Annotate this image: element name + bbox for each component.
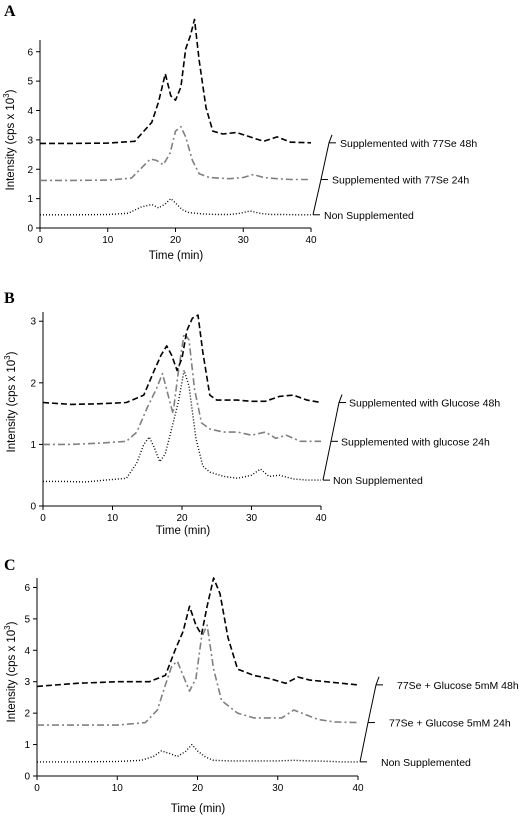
x-axis-title-b: Time (min) <box>156 525 211 537</box>
legend-label-a-0: Non Supplemented <box>324 210 414 222</box>
plot-area-b: 0 10 20 30 40 0 1 2 3 Non Supplemented Supplemente… <box>30 312 500 524</box>
legend-label-c-1: 77Se + Glucose 5mM 24h <box>389 718 511 730</box>
x-tick-label-b: 20 <box>176 513 188 524</box>
x-tick-label-a: 0 <box>37 235 43 246</box>
y-axis-title-text-c: Intensity (cps x 10 <box>6 630 18 723</box>
y-axis-title-text-a: Intensity (cps x 10 <box>5 98 17 191</box>
panel-b: B 0 10 20 30 40 0 1 2 3 Non Supplemented Supplemen… <box>3 290 500 537</box>
y-tick-label-c: 2 <box>24 709 30 720</box>
panel-letter-b: B <box>4 290 15 307</box>
x-tick-label-b: 10 <box>107 513 119 524</box>
series-line-c-0 <box>37 743 358 763</box>
panel-letter-c: C <box>4 557 16 574</box>
plot-area-a: 0 10 20 30 40 0 1 2 3 4 5 6 Non Supplemented Suppleme… <box>27 18 477 246</box>
y-tick-label-b: 3 <box>30 317 36 328</box>
panel-letter-a: A <box>4 3 16 20</box>
legend-label-b-0: Non Supplemented <box>333 475 423 487</box>
series-line-c-1 <box>37 624 359 726</box>
y-axis-title-close-b: ) <box>6 351 18 355</box>
y-tick-label-a: 1 <box>27 194 33 205</box>
x-tick-label-a: 40 <box>305 235 317 246</box>
y-axis-title-sup-a: 3 <box>2 93 11 98</box>
legend-label-b-1: Supplemented with glucose 24h <box>341 436 490 448</box>
y-tick-label-a: 4 <box>27 106 33 117</box>
series-line-a-0 <box>40 197 311 216</box>
y-tick-label-a: 2 <box>27 165 33 176</box>
y-axis-title-close-a: ) <box>5 89 17 93</box>
y-axis-title-close-c: ) <box>6 621 18 625</box>
x-tick-label-c: 20 <box>192 783 204 794</box>
series-line-b-1 <box>43 332 321 446</box>
y-tick-label-c: 0 <box>24 772 30 783</box>
x-tick-label-c: 0 <box>34 783 40 794</box>
x-tick-label-c: 30 <box>272 783 284 794</box>
x-axis-title-a: Time (min) <box>149 250 204 262</box>
legend-label-b-2: Supplemented with Glucose 48h <box>349 398 500 410</box>
y-tick-label-c: 6 <box>24 583 30 594</box>
y-tick-label-c: 4 <box>24 646 30 657</box>
series-line-b-0 <box>43 369 321 483</box>
y-axis-title-c: Intensity (cps x 103) <box>3 621 18 722</box>
y-tick-label-c: 3 <box>24 677 30 688</box>
x-tick-label-b: 30 <box>246 513 258 524</box>
y-tick-label-b: 0 <box>30 502 36 513</box>
x-tick-label-c: 40 <box>352 783 364 794</box>
legend-label-a-1: Supplemented with 77Se 24h <box>332 175 469 187</box>
x-tick-label-c: 10 <box>112 783 124 794</box>
series-line-c-2 <box>36 577 359 688</box>
panel-c: C 0 10 20 30 40 0 1 2 3 4 5 6 Non Supplemented 77Se +… <box>3 557 519 815</box>
plot-area-c: 0 10 20 30 40 0 1 2 3 4 5 6 Non Supplemented 77Se + G… <box>24 577 519 794</box>
x-axis-title-c: Time (min) <box>171 803 226 815</box>
y-axis-title-text-b: Intensity (cps x 10 <box>6 360 18 453</box>
series-line-b-2 <box>42 314 322 406</box>
legend-bracket-c <box>359 676 380 762</box>
y-tick-label-a: 5 <box>27 77 33 88</box>
y-tick-label-c: 5 <box>24 614 30 625</box>
y-tick-label-b: 1 <box>30 440 36 451</box>
x-tick-label-b: 40 <box>315 513 327 524</box>
legend-label-c-0: Non Supplemented <box>381 757 471 769</box>
legend-label-a-2: Supplemented with 77Se 48h <box>340 138 477 150</box>
y-tick-label-b: 2 <box>30 378 36 389</box>
y-tick-label-a: 6 <box>27 47 33 58</box>
x-tick-label-a: 10 <box>102 235 114 246</box>
panel-a: A 0 10 20 30 40 0 1 2 3 4 5 6 Non Supplemented Supple… <box>2 3 477 262</box>
y-axis-title-sup-b: 3 <box>3 355 12 360</box>
series-line-a-1 <box>40 125 311 182</box>
y-tick-label-a: 0 <box>27 224 33 235</box>
x-tick-label-a: 30 <box>238 235 250 246</box>
series-line-a-2 <box>40 18 312 145</box>
y-axis-title-a: Intensity (cps x 103) <box>2 89 17 190</box>
y-axis-title-sup-c: 3 <box>3 625 12 630</box>
x-tick-label-a: 20 <box>170 235 182 246</box>
y-tick-label-c: 1 <box>24 740 30 751</box>
legend-label-c-2: 77Se + Glucose 5mM 48h <box>397 680 519 692</box>
legend-bracket-b <box>322 394 343 481</box>
x-tick-label-b: 0 <box>40 513 46 524</box>
legend-bracket-a <box>312 134 333 215</box>
y-axis-title-b: Intensity (cps x 103) <box>3 351 18 452</box>
y-tick-label-a: 3 <box>27 135 33 146</box>
